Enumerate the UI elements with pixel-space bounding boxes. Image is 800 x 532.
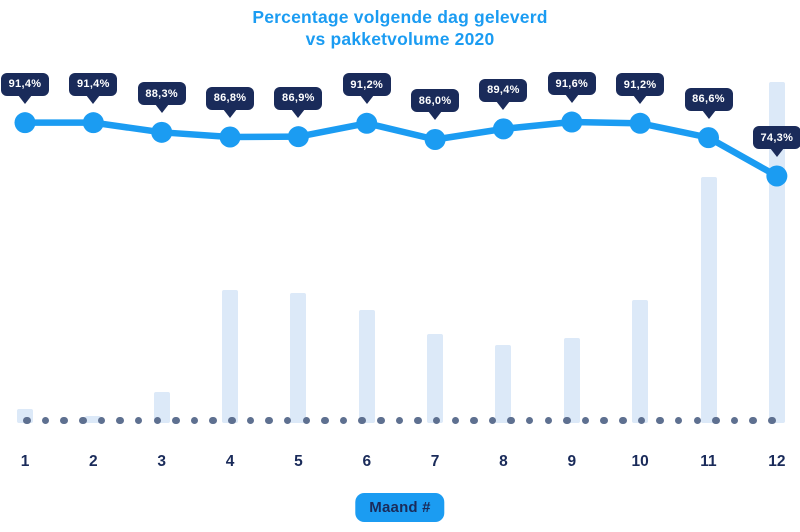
x-tick-3: 3 (157, 453, 166, 470)
volume-bar-month-4 (222, 290, 239, 423)
value-label-month-4: 86,8% (206, 86, 255, 118)
value-label-month-5: 86,9% (274, 86, 323, 118)
value-label-month-6: 91,2% (342, 73, 391, 105)
value-label-month-3: 88,3% (137, 82, 186, 114)
baseline-dot (507, 416, 515, 424)
chart-title-line1: Percentage volgende dag geleverd (252, 7, 548, 27)
baseline-dot (619, 416, 627, 424)
volume-bar-month-6 (358, 310, 375, 423)
baseline-dot (488, 416, 497, 424)
volume-bar-month-3 (153, 392, 170, 423)
baseline-dot (79, 416, 87, 424)
volume-bar-month-5 (290, 293, 307, 423)
baseline-dot (525, 416, 534, 424)
baseline-dot (749, 416, 757, 424)
baseline-dot (190, 416, 199, 424)
x-tick-11: 11 (700, 453, 717, 470)
baseline-dot (302, 416, 311, 424)
baseline-dot (674, 416, 683, 424)
x-tick-12: 12 (768, 453, 786, 470)
chart-title: Percentage volgende dag geleverd vs pakk… (0, 6, 800, 50)
baseline-dot (377, 416, 385, 424)
baseline-dot (581, 416, 590, 424)
x-tick-10: 10 (631, 453, 649, 470)
baseline-dot (358, 416, 366, 424)
volume-bar-month-2 (85, 416, 102, 423)
baseline-dot (432, 416, 441, 424)
baseline-dot (321, 416, 329, 424)
baseline-dot (712, 416, 720, 424)
baseline-dot (265, 416, 273, 424)
baseline-dot (228, 416, 236, 424)
baseline-dot (246, 416, 255, 424)
baseline-dot (451, 416, 459, 424)
baseline-dot (116, 416, 124, 424)
value-label-month-10: 91,2% (616, 73, 665, 105)
baseline-dot (693, 416, 702, 424)
volume-bar-month-7 (427, 334, 444, 423)
chart-title-line2: vs pakketvolume 2020 (305, 29, 495, 49)
volume-bar-month-9 (563, 337, 580, 423)
baseline-dot (563, 416, 571, 424)
x-tick-4: 4 (225, 453, 235, 470)
volume-bar-month-10 (632, 300, 649, 423)
volume-bar-month-11 (700, 177, 717, 423)
baseline-dot (730, 416, 739, 424)
x-tick-1: 1 (20, 453, 30, 470)
x-tick-2: 2 (89, 453, 98, 470)
x-tick-9: 9 (567, 453, 577, 470)
baseline-dot (172, 416, 180, 424)
baseline-dot (153, 416, 162, 424)
x-axis-title-badge: Maand # (355, 493, 445, 522)
baseline-dot (23, 416, 31, 424)
value-label-month-9: 91,6% (547, 72, 596, 104)
x-tick-8: 8 (499, 453, 508, 470)
x-tick-5: 5 (294, 453, 303, 470)
baseline-dot (283, 416, 292, 424)
value-label-month-2: 91,4% (69, 72, 118, 104)
baseline-dot (768, 416, 776, 424)
baseline-dot (470, 416, 478, 424)
baseline-dot (134, 416, 143, 424)
baseline-dot (637, 416, 646, 424)
value-label-month-7: 86,0% (411, 89, 460, 121)
baseline-dot (395, 416, 404, 424)
baseline-dot (600, 416, 608, 424)
value-label-month-8: 89,4% (479, 78, 528, 110)
baseline-dot (544, 416, 553, 424)
baseline-dot (656, 416, 664, 424)
baseline-dot (209, 416, 217, 424)
baseline-dot (414, 416, 422, 424)
value-label-month-11: 86,6% (684, 87, 733, 119)
baseline-dot (60, 416, 68, 424)
value-label-month-1: 91,4% (1, 72, 49, 104)
volume-bar-month-8 (495, 344, 512, 423)
baseline-dot (339, 416, 348, 424)
x-tick-6: 6 (362, 453, 372, 470)
baseline-dot (41, 416, 50, 424)
baseline-dot (97, 416, 106, 424)
x-tick-7: 7 (430, 453, 440, 470)
